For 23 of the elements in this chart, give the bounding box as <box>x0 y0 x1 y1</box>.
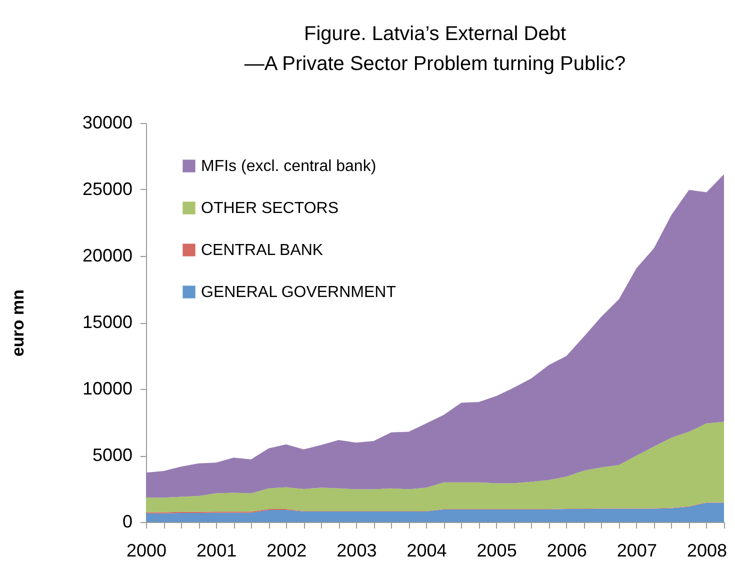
y-tick-label: 10000 <box>82 378 132 398</box>
x-tick-label: 2006 <box>546 540 587 560</box>
y-axis-title: euro mn <box>8 289 28 357</box>
y-tick-label: 0 <box>122 512 132 532</box>
x-tick-label: 2004 <box>406 540 447 560</box>
x-tick-label: 2001 <box>196 540 237 560</box>
y-tick-label: 25000 <box>82 179 132 199</box>
y-tick-label: 30000 <box>82 112 132 132</box>
x-tick-label: 2000 <box>126 540 167 560</box>
x-tick-label: 2005 <box>476 540 517 560</box>
x-tick-label: 2003 <box>336 540 377 560</box>
legend-label: CENTRAL BANK <box>201 242 324 259</box>
chart-title: Figure. Latvia’s External Debt <box>304 23 566 45</box>
y-tick-label: 5000 <box>92 445 132 465</box>
chart-subtitle: —A Private Sector Problem turning Public? <box>244 53 626 75</box>
legend-label: GENERAL GOVERNMENT <box>201 284 396 301</box>
y-tick-label: 15000 <box>82 312 132 332</box>
x-tick-label: 2007 <box>616 540 657 560</box>
x-tick-label: 2002 <box>266 540 307 560</box>
x-tick-label: 2008 <box>686 540 728 560</box>
legend-label: OTHER SECTORS <box>201 200 338 217</box>
y-tick-label: 20000 <box>82 246 132 266</box>
legend-label: MFIs (excl. central bank) <box>201 158 376 175</box>
